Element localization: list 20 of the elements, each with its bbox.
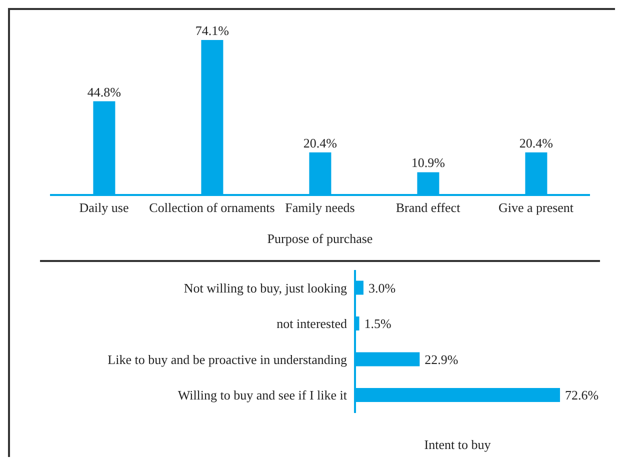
y-tick-label: Willing to buy and see if I like it xyxy=(178,388,348,403)
data-label: 22.9% xyxy=(424,352,458,367)
data-label: 1.5% xyxy=(364,316,392,332)
data-label: 3.0% xyxy=(368,280,396,296)
data-label: 72.6% xyxy=(565,388,599,403)
x-tick-label: Brand effect xyxy=(396,200,461,216)
x-tick-label: Give a present xyxy=(498,200,574,216)
y-tick-label: not interested xyxy=(276,316,348,332)
data-label: 20.4% xyxy=(519,135,554,150)
y-tick-label: Not willing to buy, just looking xyxy=(184,280,348,296)
data-label: 20.4% xyxy=(303,135,338,150)
x-axis-title: Purpose of purchase xyxy=(267,231,373,246)
x-tick-label: Family needs xyxy=(285,200,355,216)
x-tick-label: Collection of ornaments xyxy=(149,200,275,216)
x-tick-label: Daily use xyxy=(79,200,129,216)
data-label: 10.9% xyxy=(411,155,446,170)
y-tick-label: Like to buy and be proactive in understanding xyxy=(108,352,348,367)
data-label: 44.8% xyxy=(87,84,122,100)
x-axis-title: Intent to buy xyxy=(424,437,492,452)
data-label: 74.1% xyxy=(195,23,230,38)
